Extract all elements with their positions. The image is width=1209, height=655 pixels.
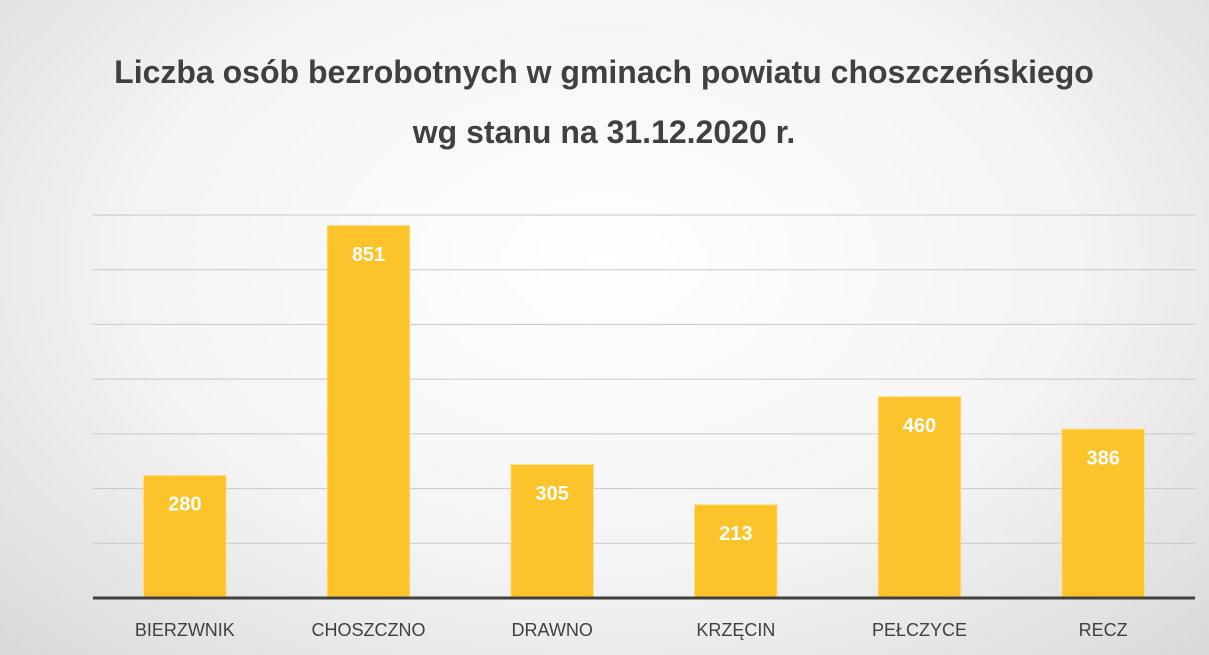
x-tick-label: KRZĘCIN bbox=[696, 620, 775, 640]
bar bbox=[694, 504, 778, 599]
x-tick-label: BIERZWNIK bbox=[135, 620, 235, 640]
bar bbox=[326, 225, 411, 599]
data-label: 213 bbox=[719, 523, 752, 545]
x-tick-label: DRAWNO bbox=[512, 620, 593, 640]
data-label: 305 bbox=[535, 483, 568, 505]
x-tick-label: RECZ bbox=[1079, 620, 1128, 640]
bar bbox=[143, 474, 227, 599]
data-label: 851 bbox=[352, 244, 385, 266]
data-label: 280 bbox=[168, 494, 201, 516]
x-tick-label: CHOSZCZNO bbox=[312, 620, 426, 640]
data-label: 386 bbox=[1086, 447, 1119, 469]
chart-title: Liczba osób bezrobotnych w gminach powia… bbox=[114, 54, 1094, 150]
bar bbox=[877, 396, 962, 599]
data-label: 460 bbox=[903, 415, 936, 437]
x-tick-label: PEŁCZYCE bbox=[872, 620, 967, 640]
bar bbox=[510, 463, 594, 599]
